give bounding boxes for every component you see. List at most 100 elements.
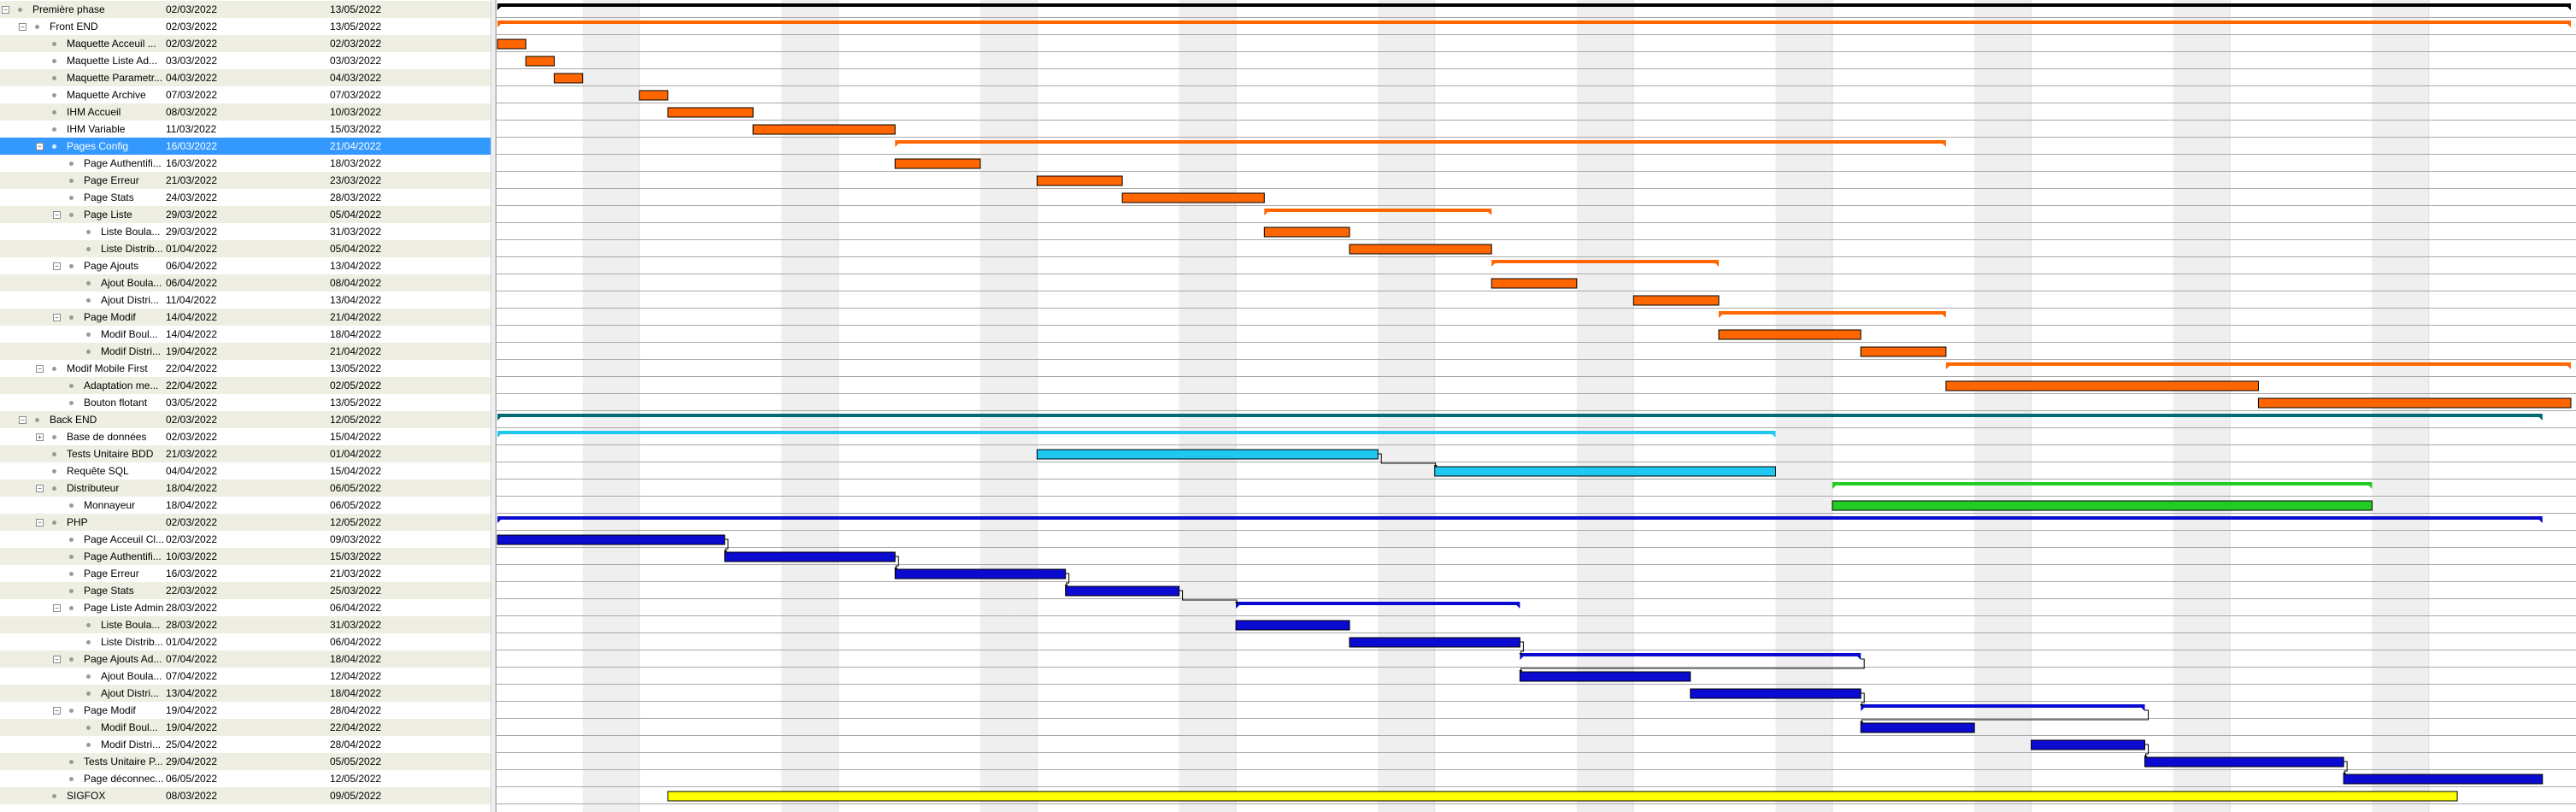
task-row[interactable]: Modif Boul... 14/04/2022 18/04/2022 (0, 326, 491, 343)
task-row[interactable]: Ajout Boula... 07/04/2022 12/04/2022 (0, 668, 491, 685)
task-row[interactable]: Ajout Distri... 11/04/2022 13/04/2022 (0, 291, 491, 309)
task-row[interactable]: − Page Modif 14/04/2022 21/04/2022 (0, 309, 491, 326)
task-bullet-icon (52, 486, 56, 491)
summary-bar-cap (2141, 708, 2145, 711)
task-start-date: 24/03/2022 (166, 191, 218, 203)
task-row[interactable]: Monnayeur 18/04/2022 06/05/2022 (0, 497, 491, 514)
task-row[interactable]: − Page Modif 19/04/2022 28/04/2022 (0, 702, 491, 719)
task-row[interactable]: − Page Liste 29/03/2022 05/04/2022 (0, 206, 491, 223)
task-row[interactable]: Bouton flotant 03/05/2022 13/05/2022 (0, 394, 491, 411)
collapse-icon[interactable]: − (53, 604, 61, 612)
task-bullet-icon (52, 367, 56, 371)
task-row[interactable]: Liste Distrib... 01/04/2022 05/04/2022 (0, 240, 491, 257)
collapse-icon[interactable]: − (53, 262, 61, 270)
task-name-cell: − Page Liste Admin (0, 599, 164, 616)
dependency-link (2144, 744, 2150, 756)
weekend-band (781, 0, 810, 812)
task-row[interactable]: Liste Boula... 29/03/2022 31/03/2022 (0, 223, 491, 240)
task-start-date: 18/04/2022 (166, 482, 218, 494)
task-end-date: 23/03/2022 (330, 174, 382, 186)
task-row[interactable]: Modif Distri... 19/04/2022 21/04/2022 (0, 343, 491, 360)
collapse-icon[interactable]: − (2, 6, 9, 14)
task-row[interactable]: Page Authentifi... 10/03/2022 15/03/2022 (0, 548, 491, 565)
task-row[interactable]: Maquette Liste Ad... 03/03/2022 03/03/2022 (0, 52, 491, 69)
task-bar (497, 534, 726, 545)
collapse-icon[interactable]: − (53, 314, 61, 321)
dependency-arrow (1519, 670, 1523, 673)
task-row[interactable]: Tests Unitaire P... 29/04/2022 05/05/2022 (0, 753, 491, 770)
task-row[interactable]: − Première phase 02/03/2022 13/05/2022 (0, 1, 491, 18)
task-bar (1235, 620, 1350, 631)
collapse-icon[interactable]: − (53, 707, 61, 715)
task-row[interactable]: Liste Boula... 28/03/2022 31/03/2022 (0, 616, 491, 633)
task-row[interactable]: Modif Boul... 19/04/2022 22/04/2022 (0, 719, 491, 736)
summary-bar-cap (1942, 144, 1946, 147)
task-bar (1121, 192, 1265, 203)
task-row[interactable]: Page Acceuil Cl... 02/03/2022 09/03/2022 (0, 531, 491, 548)
task-bullet-icon (69, 162, 74, 166)
task-name-cell: Adaptation me... (0, 377, 164, 394)
task-row[interactable]: Page Stats 24/03/2022 28/03/2022 (0, 189, 491, 206)
task-start-date: 02/03/2022 (166, 38, 218, 50)
task-row[interactable]: − Distributeur 18/04/2022 06/05/2022 (0, 480, 491, 497)
task-row[interactable]: IHM Variable 11/03/2022 15/03/2022 (0, 121, 491, 138)
collapse-icon[interactable]: − (53, 211, 61, 219)
task-bar (2031, 739, 2146, 750)
task-row[interactable]: − Modif Mobile First 22/04/2022 13/05/2022 (0, 360, 491, 377)
task-row[interactable]: − Page Ajouts Ad... 07/04/2022 18/04/2022 (0, 650, 491, 668)
task-row[interactable]: Requête SQL 04/04/2022 15/04/2022 (0, 462, 491, 480)
task-row[interactable]: − PHP 02/03/2022 12/05/2022 (0, 514, 491, 531)
task-row[interactable]: Tests Unitaire BDD 21/03/2022 01/04/2022 (0, 445, 491, 462)
task-row[interactable]: + Base de données 02/03/2022 15/04/2022 (0, 428, 491, 445)
task-row[interactable]: Liste Distrib... 01/04/2022 06/04/2022 (0, 633, 491, 650)
task-row[interactable]: Maquette Archive 07/03/2022 07/03/2022 (0, 86, 491, 103)
collapse-icon[interactable]: − (36, 143, 44, 150)
task-bullet-icon (69, 538, 74, 542)
weekend-band (1406, 0, 1435, 812)
collapse-icon[interactable]: − (19, 23, 26, 31)
task-row[interactable]: − Page Liste Admin 28/03/2022 06/04/2022 (0, 599, 491, 616)
task-row[interactable]: SIGFOX 08/03/2022 09/05/2022 (0, 787, 491, 804)
expand-icon[interactable]: + (36, 433, 44, 441)
task-row[interactable]: Page Erreur 21/03/2022 23/03/2022 (0, 172, 491, 189)
summary-bar-cap (2368, 485, 2373, 489)
task-bullet-icon (52, 127, 56, 132)
collapse-icon[interactable]: − (36, 519, 44, 527)
task-start-date: 03/05/2022 (166, 397, 218, 409)
collapse-icon[interactable]: − (36, 485, 44, 492)
task-bullet-icon (86, 640, 91, 644)
task-row[interactable]: Page Erreur 16/03/2022 21/03/2022 (0, 565, 491, 582)
task-end-date: 13/05/2022 (330, 21, 382, 32)
task-name: Page Stats (84, 585, 134, 597)
task-row[interactable]: Page déconnec... 06/05/2022 12/05/2022 (0, 770, 491, 787)
task-row[interactable]: − Front END 02/03/2022 13/05/2022 (0, 18, 491, 35)
task-end-date: 15/03/2022 (330, 123, 382, 135)
task-row[interactable]: Ajout Boula... 06/04/2022 08/04/2022 (0, 274, 491, 291)
collapse-icon[interactable]: − (53, 656, 61, 663)
task-name: Modif Distri... (101, 738, 162, 750)
task-bar (638, 90, 668, 101)
task-end-date: 28/04/2022 (330, 738, 382, 750)
task-row[interactable]: IHM Accueil 08/03/2022 10/03/2022 (0, 103, 491, 121)
task-name: Page Ajouts Ad... (84, 653, 162, 665)
task-row[interactable]: Maquette Parametr... 04/03/2022 04/03/2022 (0, 69, 491, 86)
collapse-icon[interactable]: − (19, 416, 26, 424)
task-row[interactable]: Modif Distri... 25/04/2022 28/04/2022 (0, 736, 491, 753)
pane-splitter[interactable] (491, 0, 496, 812)
task-row[interactable]: Maquette Acceuil ... 02/03/2022 02/03/2022 (0, 35, 491, 52)
task-end-date: 08/04/2022 (330, 277, 382, 289)
task-row[interactable]: − Back END 02/03/2022 12/05/2022 (0, 411, 491, 428)
summary-bar-cap (1719, 315, 1723, 318)
summary-bar (1945, 362, 2571, 366)
dependency-link (1065, 573, 1070, 585)
collapse-icon[interactable]: − (36, 365, 44, 373)
summary-bar (1520, 653, 1861, 656)
task-row[interactable]: Adaptation me... 22/04/2022 02/05/2022 (0, 377, 491, 394)
task-row[interactable]: Page Authentifi... 16/03/2022 18/03/2022 (0, 155, 491, 172)
task-name: Page Authentifi... (84, 550, 162, 562)
dependency-link (2344, 761, 2348, 774)
task-row[interactable]: − Page Ajouts 06/04/2022 13/04/2022 (0, 257, 491, 274)
task-row[interactable]: Page Stats 22/03/2022 25/03/2022 (0, 582, 491, 599)
task-row[interactable]: − Pages Config 16/03/2022 21/04/2022 (0, 138, 491, 155)
task-row[interactable]: Ajout Distri... 13/04/2022 18/04/2022 (0, 685, 491, 702)
